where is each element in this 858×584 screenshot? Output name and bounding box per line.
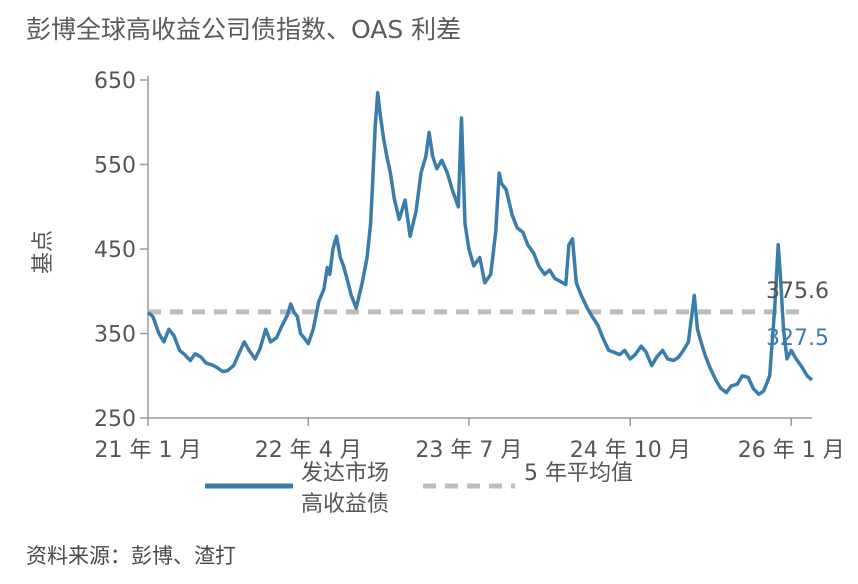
y-tick-label: 350 bbox=[94, 323, 136, 348]
x-tick-label: 24 年 10 月 bbox=[570, 438, 691, 463]
y-tick-label: 550 bbox=[94, 154, 136, 179]
series-end-label: 327.5 bbox=[766, 326, 829, 351]
x-tick-label: 21 年 1 月 bbox=[95, 438, 202, 463]
legend-label-series: 发达市场高收益债 bbox=[301, 461, 389, 517]
y-tick-label: 250 bbox=[94, 407, 136, 432]
legend-label-average: 5 年平均值 bbox=[524, 461, 633, 486]
series-line bbox=[146, 90, 814, 397]
chart-title: 彭博全球高收益公司债指数、OAS 利差 bbox=[26, 15, 462, 44]
y-axis-label: 基点 bbox=[31, 230, 56, 274]
y-tick-label: 650 bbox=[94, 69, 136, 94]
x-tick-label: 26 年 1 月 bbox=[738, 438, 845, 463]
x-tick-label: 23 年 7 月 bbox=[415, 438, 522, 463]
legend: 发达市场高收益债 5 年平均值 bbox=[205, 461, 633, 517]
y-tick-label: 450 bbox=[94, 238, 136, 263]
source-note: 资料来源：彭博、渣打 bbox=[26, 544, 236, 568]
average-end-label: 375.6 bbox=[766, 279, 829, 304]
x-tick-label: 22 年 4 月 bbox=[255, 438, 362, 463]
